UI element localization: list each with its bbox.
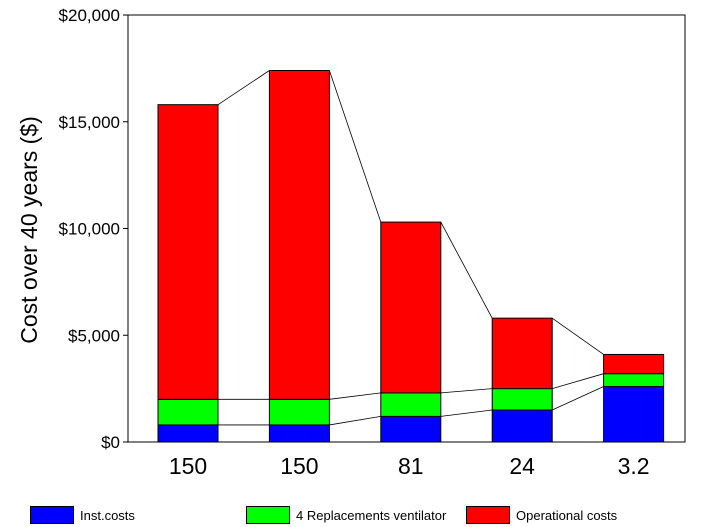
series-connector-line [329, 70, 382, 223]
bar-segment-4-replacements-ventilator [157, 398, 219, 426]
x-tick-label: 3.2 [618, 453, 650, 479]
legend-swatch [246, 506, 290, 524]
bar-segment-inst-costs [603, 385, 665, 443]
legend-label: 4 Replacements ventilator [296, 507, 447, 523]
bar-segment-inst-costs [491, 409, 553, 443]
bar-segment-4-replacements-ventilator [491, 388, 553, 411]
legend-item: 4 Replacements ventilator [246, 504, 446, 526]
series-connector-line [440, 388, 493, 394]
bar-segment-4-replacements-ventilator [268, 398, 330, 426]
series-connector-line [217, 70, 270, 106]
bar-segment-operational-costs [268, 70, 330, 400]
y-tick-label: $0 [101, 433, 120, 452]
series-connector-line [440, 221, 493, 319]
x-tick-label: 81 [398, 453, 424, 479]
legend-label: Inst.costs [80, 507, 135, 523]
series-connector-line [551, 317, 604, 355]
bar-segment-4-replacements-ventilator [380, 392, 442, 417]
series-connector-line [552, 373, 604, 390]
series-connector-line [552, 386, 604, 411]
x-tick-label: 150 [280, 453, 318, 479]
y-tick-label: $10,000 [59, 220, 120, 239]
legend: Inst.costs 4 Replacements ventilator Opera… [0, 504, 705, 526]
legend-label: Operational costs [516, 507, 618, 523]
legend-item: Inst.costs [30, 504, 135, 526]
bar-segment-operational-costs [491, 317, 553, 390]
y-tick-label: $20,000 [59, 6, 120, 25]
bar-segment-operational-costs [380, 221, 442, 394]
legend-swatch [30, 506, 74, 524]
x-tick-label: 150 [169, 453, 207, 479]
y-axis-label: Cost over 40 years ($) [16, 116, 42, 344]
y-tick-label: $15,000 [59, 113, 120, 132]
series-connector-line [440, 409, 493, 417]
bar-segment-operational-costs [603, 353, 665, 375]
series-connector-line [329, 392, 381, 400]
bar-segment-4-replacements-ventilator [603, 373, 665, 387]
y-tick-label: $5,000 [68, 326, 120, 345]
bar-segment-inst-costs [380, 415, 442, 443]
bar-segment-operational-costs [157, 104, 219, 400]
legend-item: Operational costs [466, 504, 617, 526]
stacked-bar-chart: $0 $5,000 $10,000 $15,000 $20,000 150 150 81 24 3… [16, 6, 686, 479]
bar-segment-inst-costs [157, 424, 219, 443]
bar-segment-inst-costs [268, 424, 330, 443]
legend-swatch [466, 506, 510, 524]
series-connector-line [329, 415, 381, 426]
x-tick-label: 24 [509, 453, 535, 479]
